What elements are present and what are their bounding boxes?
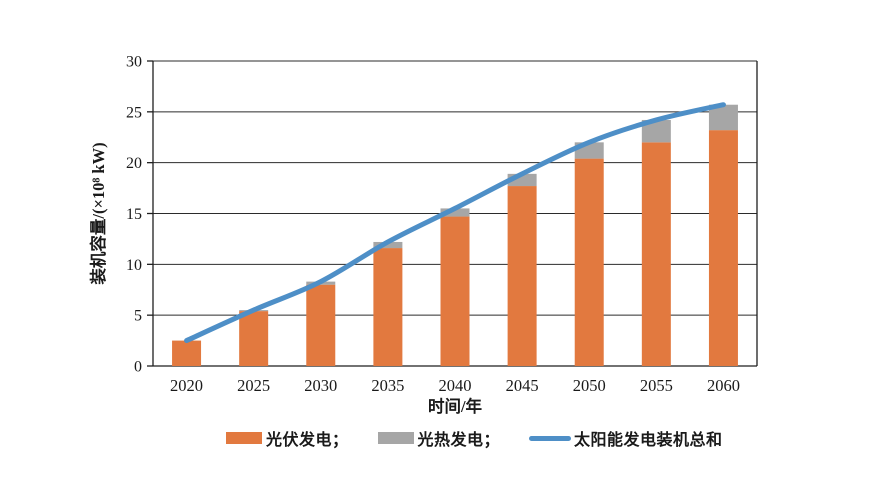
y-tick-label-5: 5: [134, 308, 142, 325]
bar-pv-2020: [172, 340, 202, 366]
chart-legend: 光伏发电； 光热发电； 太阳能发电装机总和: [226, 426, 723, 450]
y-tick-label-20: 20: [126, 155, 142, 172]
x-tick-label-2050: 2050: [573, 376, 606, 395]
bar-pv-2055: [641, 142, 671, 366]
bar-pv-2025: [239, 311, 269, 366]
y-tick-label-10: 10: [126, 257, 142, 274]
csp-bar-swatch-icon: [377, 432, 414, 444]
total-line: [184, 102, 726, 344]
x-tick-label-2055: 2055: [640, 376, 673, 395]
y-tick-label-15: 15: [126, 206, 142, 223]
y-axis-title: 装机容量/(×10⁸ kW): [88, 142, 108, 284]
y-ticks: 0 5 10 15 20 25 30: [126, 54, 153, 376]
legend-label-pv: 光伏发电；: [266, 432, 349, 449]
x-tick-labels: 2020 2025 2030 2035 2040 2045 2050 2055 2060: [170, 376, 740, 395]
bar-pv-2035: [373, 248, 403, 366]
bar-csp-2055: [641, 119, 671, 143]
x-tick-label-2040: 2040: [439, 376, 472, 395]
bar-csp-2035: [373, 241, 403, 249]
legend-label-csp: 光热发电；: [417, 432, 501, 449]
legend-item-pv: 光伏发电；: [226, 426, 349, 450]
y-tick-label-30: 30: [126, 54, 142, 71]
y-tick-label-0: 0: [134, 359, 142, 376]
bar-pv-2040: [440, 216, 470, 366]
legend-item-total: 太阳能发电装机总和: [529, 426, 723, 450]
legend-label-total: 太阳能发电装机总和: [574, 432, 723, 449]
pv-bar-swatch-icon: [226, 432, 262, 444]
x-tick-label-2020: 2020: [170, 376, 203, 395]
x-axis-title: 时间/年: [428, 396, 483, 416]
bar-pv-2060: [708, 130, 738, 366]
bar-pv-2030: [306, 284, 336, 366]
legend-item-csp: 光热发电；: [377, 426, 501, 450]
total-line-swatch-icon: [529, 435, 572, 441]
bars: [172, 104, 738, 366]
x-tick-label-2060: 2060: [707, 376, 740, 395]
x-tick-label-2030: 2030: [304, 376, 337, 395]
bar-pv-2045: [507, 186, 537, 366]
x-tick-label-2045: 2045: [506, 376, 539, 395]
bar-pv-2050: [574, 158, 604, 366]
bar-csp-2040: [440, 208, 470, 217]
y-tick-label-25: 25: [126, 104, 142, 121]
x-tick-label-2025: 2025: [237, 376, 270, 395]
x-tick-label-2035: 2035: [371, 376, 404, 395]
